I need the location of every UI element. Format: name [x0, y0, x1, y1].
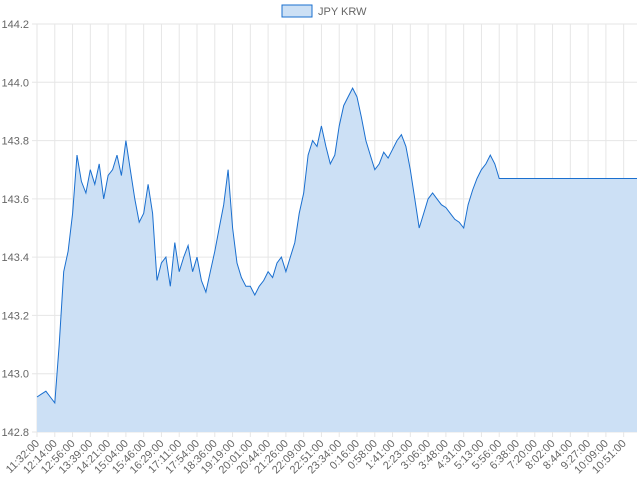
area [37, 88, 637, 432]
line [36, 86, 637, 405]
y-tick-label: 143.4 [1, 252, 29, 264]
legend-swatch [281, 4, 313, 18]
y-tick-label: 144.2 [1, 19, 29, 31]
y-tick-label: 143.8 [1, 136, 29, 148]
y-tick-label: 143.2 [1, 310, 29, 322]
y-tick-label: 144.0 [1, 77, 29, 89]
y-tick-label: 143.0 [1, 369, 29, 381]
y-tick-label: 142.8 [1, 427, 29, 439]
y-tick-label: 143.6 [1, 194, 29, 206]
legend-label: JPY KRW [318, 6, 367, 18]
